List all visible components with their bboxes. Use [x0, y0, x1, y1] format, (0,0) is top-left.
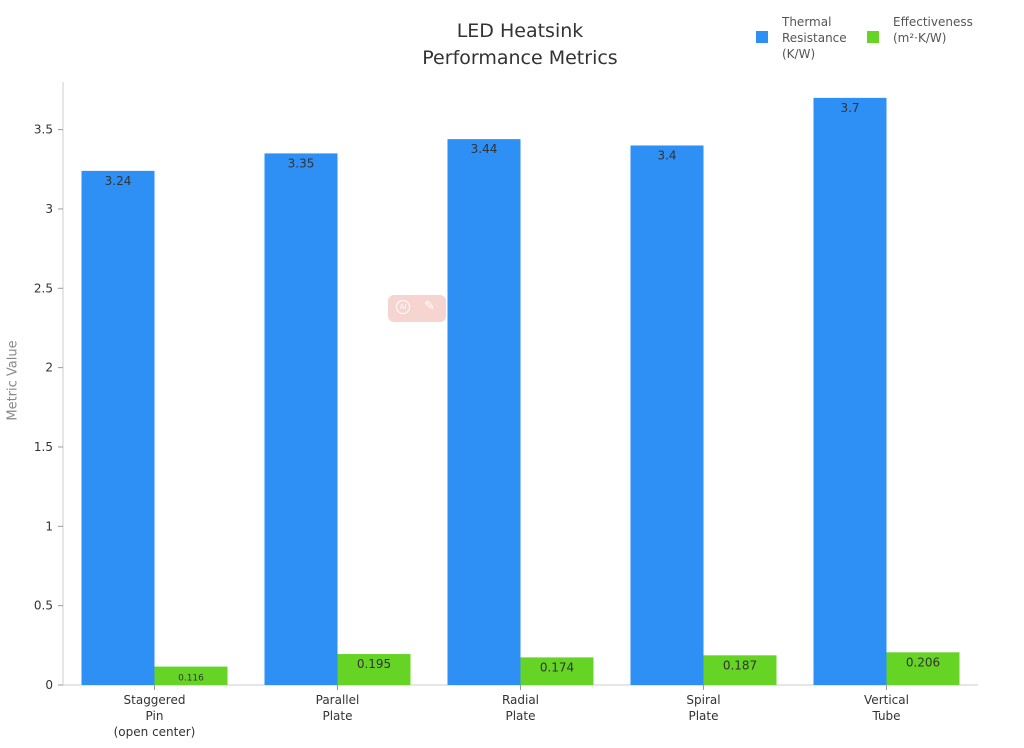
- data-label: 0.206: [906, 655, 940, 669]
- y-tick-label: 1: [45, 519, 53, 533]
- bar-thermal-resistance: [264, 153, 338, 685]
- y-tick-label: 0.5: [34, 599, 53, 613]
- data-label: 3.44: [471, 142, 498, 156]
- ai-icon[interactable]: AI: [396, 300, 410, 314]
- y-tick-label: 0: [45, 678, 53, 692]
- x-tick-label: Vertical Tube: [864, 693, 909, 723]
- x-tick-label: Spiral Plate: [686, 693, 721, 723]
- bar-thermal-resistance: [813, 97, 887, 686]
- data-label: 3.35: [288, 156, 315, 170]
- bar-thermal-resistance: [630, 145, 704, 685]
- bar-effectiveness: [886, 652, 960, 685]
- bar-effectiveness: [520, 657, 594, 685]
- chart-title: LED Heatsink Performance Metrics: [422, 20, 618, 69]
- x-tick-label: Radial Plate: [501, 693, 540, 723]
- legend-swatch-effectiveness: [867, 31, 879, 43]
- data-label: 0.116: [178, 674, 204, 684]
- legend-label-thermal-resistance: Thermal Resistance (K/W): [782, 15, 847, 61]
- legend-swatch-thermal-resistance: [756, 31, 768, 43]
- data-label: 3.7: [840, 101, 859, 115]
- y-tick-label: 3.5: [34, 123, 53, 137]
- bar-thermal-resistance: [447, 139, 521, 685]
- legend-label-effectiveness: Effectiveness (m²·K/W): [893, 15, 973, 45]
- x-tick-label: Parallel Plate: [315, 693, 360, 723]
- ai-edit-badge[interactable]: AI ✎: [388, 295, 446, 322]
- bar-effectiveness: [703, 655, 777, 685]
- y-tick-label: 2: [45, 361, 53, 375]
- edit-icon[interactable]: ✎: [424, 299, 435, 314]
- bar-effectiveness: [337, 654, 411, 685]
- data-label: 0.174: [540, 660, 574, 674]
- y-tick-label: 1.5: [34, 440, 53, 454]
- x-tick-label: Staggered Pin (open center): [113, 693, 196, 739]
- data-label: 3.4: [657, 148, 676, 162]
- y-tick-label: 3: [45, 202, 53, 216]
- bar-thermal-resistance: [81, 170, 155, 685]
- data-label: 0.187: [723, 658, 757, 672]
- data-label: 3.24: [105, 174, 132, 188]
- data-label: 0.195: [357, 657, 391, 671]
- y-tick-label: 2.5: [34, 281, 53, 295]
- bar-effectiveness: [154, 666, 228, 685]
